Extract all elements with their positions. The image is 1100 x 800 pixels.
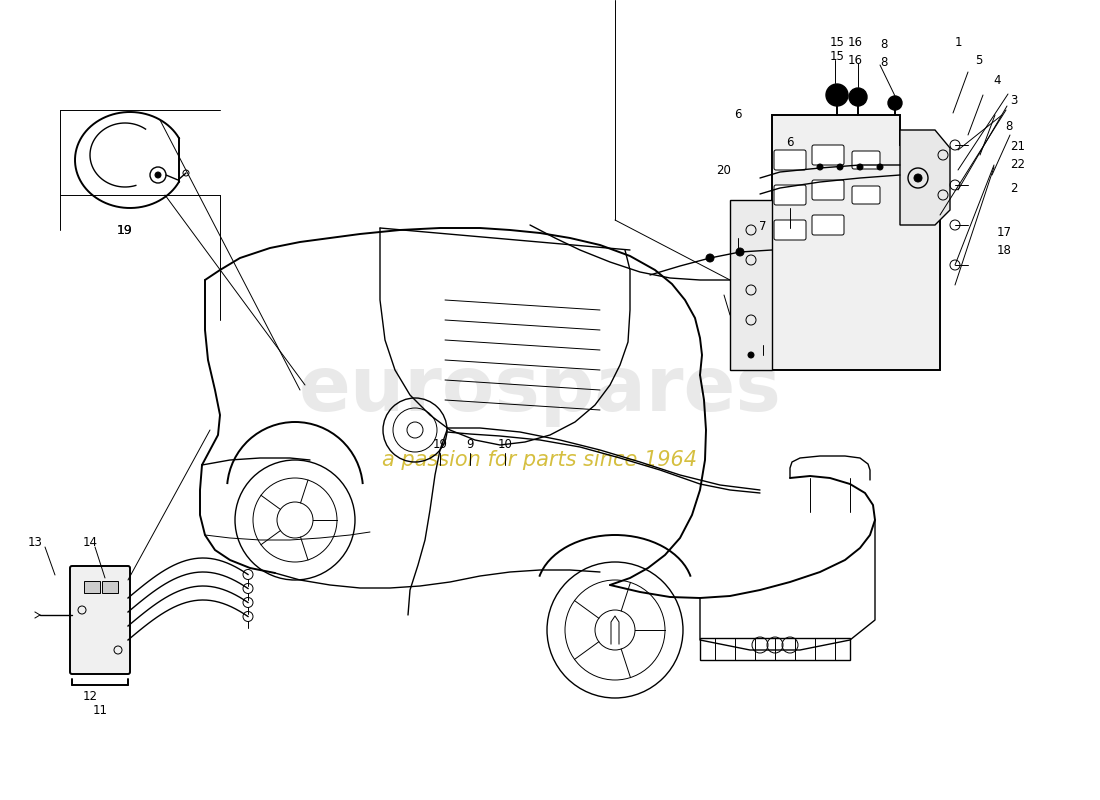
Text: 8: 8: [880, 55, 888, 69]
Text: 4: 4: [993, 74, 1001, 86]
Circle shape: [826, 84, 848, 106]
Text: 16: 16: [848, 37, 864, 50]
Text: 6: 6: [786, 137, 794, 150]
Circle shape: [817, 164, 823, 170]
Circle shape: [888, 96, 902, 110]
Polygon shape: [730, 200, 772, 370]
Text: 22: 22: [1010, 158, 1025, 171]
Text: 8: 8: [1005, 121, 1012, 134]
FancyBboxPatch shape: [812, 215, 844, 235]
Circle shape: [748, 352, 754, 358]
Text: 19: 19: [432, 438, 448, 451]
Text: 1: 1: [955, 37, 962, 50]
Text: 17: 17: [997, 226, 1012, 238]
Polygon shape: [900, 130, 950, 225]
Circle shape: [914, 174, 922, 182]
Text: 9: 9: [466, 438, 474, 451]
Circle shape: [837, 164, 843, 170]
Circle shape: [830, 87, 843, 99]
Circle shape: [155, 172, 161, 178]
Text: 12: 12: [82, 690, 98, 703]
FancyBboxPatch shape: [774, 185, 806, 205]
Text: 3: 3: [1010, 94, 1018, 106]
Text: 7: 7: [759, 221, 767, 234]
FancyBboxPatch shape: [70, 566, 130, 674]
Circle shape: [857, 164, 864, 170]
Circle shape: [849, 88, 867, 106]
FancyBboxPatch shape: [852, 186, 880, 204]
Text: 20: 20: [716, 163, 732, 177]
Polygon shape: [772, 115, 940, 370]
Text: 13: 13: [28, 535, 43, 549]
Text: 19: 19: [117, 223, 133, 237]
Circle shape: [852, 90, 864, 100]
Text: 11: 11: [92, 705, 108, 718]
FancyBboxPatch shape: [102, 581, 118, 593]
Circle shape: [877, 164, 883, 170]
Text: 5: 5: [975, 54, 982, 66]
Text: 19: 19: [117, 223, 133, 237]
Text: 8: 8: [880, 38, 888, 51]
Text: 15: 15: [830, 37, 845, 50]
FancyBboxPatch shape: [812, 180, 844, 200]
Circle shape: [736, 248, 744, 256]
FancyBboxPatch shape: [700, 638, 850, 660]
Text: 16: 16: [848, 54, 864, 66]
Text: a passion for parts since 1964: a passion for parts since 1964: [383, 450, 697, 470]
FancyBboxPatch shape: [812, 145, 844, 165]
Text: 21: 21: [1010, 141, 1025, 154]
FancyBboxPatch shape: [774, 220, 806, 240]
Text: 6: 6: [735, 107, 741, 121]
FancyBboxPatch shape: [84, 581, 100, 593]
FancyBboxPatch shape: [774, 150, 806, 170]
Text: 15: 15: [830, 50, 845, 63]
Text: 10: 10: [497, 438, 513, 451]
Text: 18: 18: [997, 243, 1012, 257]
Text: 2: 2: [1010, 182, 1018, 194]
Text: 14: 14: [82, 535, 98, 549]
Text: eurospares: eurospares: [298, 353, 781, 427]
Circle shape: [706, 254, 714, 262]
FancyBboxPatch shape: [852, 151, 880, 169]
